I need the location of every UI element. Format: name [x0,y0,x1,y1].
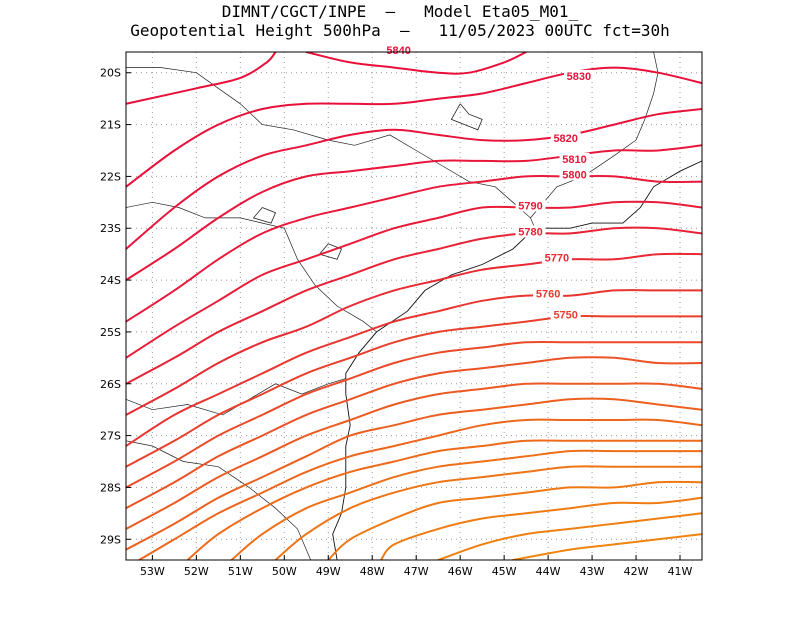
tick-label-lon: 47W [404,565,429,578]
contour-label-background [541,251,572,264]
tick-label-lat: 20S [100,67,121,80]
chart-title-line1: DIMNT/CGCT/INPE — Model Eta05_M01_ [221,2,579,21]
contour-line-5650 [380,496,702,560]
contour-label-background [559,152,590,165]
contour-label-background [515,225,546,238]
contour-line-5840 [305,52,528,75]
contour-label: 5800 [562,169,586,181]
contour-label: 5750 [553,309,577,321]
contour-label: 5780 [518,226,542,238]
contour-line-5720 [126,382,702,530]
contour-lines [126,52,702,560]
contour-label-background [550,308,581,321]
border-line [530,52,659,219]
contour-line-5820 [126,108,702,250]
contour-label: 5830 [567,71,591,83]
tick-label-lon: 52W [184,565,209,578]
tick-label-lat: 25S [100,326,121,339]
coastline-path [332,160,702,560]
contour-label: 5770 [545,252,569,264]
contour-line-5700 [138,418,702,560]
tick-label-lon: 49W [316,565,341,578]
chart-title-line2: Geopotential Height 500hPa — 11/05/2023 … [130,21,670,40]
tick-label-lat: 23S [100,222,121,235]
contour-label-background [563,69,594,82]
chart-title-block: DIMNT/CGCT/INPE — Model Eta05_M01_ Geopo… [0,2,800,40]
border-line [126,440,312,560]
contour-label: 5840 [386,45,410,57]
contour-line-5790 [126,200,702,359]
contour-line-5740 [126,340,702,489]
contour-line-5770 [126,252,702,416]
contour-line-5780 [126,226,702,385]
contour-label-background [383,44,414,56]
contour-line-5730 [126,356,702,510]
contour-label: 5810 [562,154,586,166]
tick-label-lat: 21S [100,119,121,132]
contour-line-5710 [126,397,702,551]
tick-label-lat: 27S [100,430,121,443]
plot-frame [125,51,703,561]
contour-label-background [515,199,546,212]
contour-label: 5760 [536,289,560,301]
tick-label-lon: 51W [228,565,253,578]
tick-label-lon: 45W [492,565,517,578]
tick-label-lon: 48W [360,565,385,578]
contour-label-background [533,287,564,300]
contour-line-5830 [126,66,702,188]
tick-label-lon: 42W [624,565,649,578]
coastline [332,160,702,560]
contour-line-5630 [511,533,702,560]
tick-label-lat: 29S [100,533,121,546]
tick-label-lat: 26S [100,378,121,391]
contour-labels: 5840 5830 5820 5810 5800 5790 5780 5770 5760 5750 [383,44,594,321]
contour-line-5810 [126,144,702,282]
border-line [126,67,536,229]
contour-label: 5790 [518,201,542,213]
lake-outline [252,207,277,224]
contour-line-5660 [327,480,702,560]
contour-line-5750 [126,315,702,468]
axis-ticks: 53W 52W 51W 50W 49W 48W 47W 46W 45W 44W 43W 42W 41W 2… [100,67,693,578]
tick-label-lon: 50W [272,565,297,578]
tick-label-lat: 22S [100,170,121,183]
contour-line-5690 [186,439,702,560]
contour-line-5840 [126,52,277,105]
lake-outline [318,243,343,260]
contour-line-5680 [230,449,702,560]
tick-label-lon: 53W [140,565,165,578]
contour-line-5800 [126,175,702,323]
lake-outline [450,103,483,131]
tick-label-lat: 28S [100,481,121,494]
contour-label-background [559,168,590,181]
contour-label-background [550,132,581,145]
contour-line-5640 [437,512,702,560]
tick-label-lon: 46W [448,565,473,578]
contour-line-5760 [126,289,702,447]
contour-line-5670 [274,465,702,560]
tick-label-lat: 24S [100,274,121,287]
tick-label-lon: 44W [536,565,561,578]
contour-label: 5820 [553,133,577,145]
tick-label-lon: 43W [580,565,605,578]
tick-label-lon: 41W [668,565,693,578]
